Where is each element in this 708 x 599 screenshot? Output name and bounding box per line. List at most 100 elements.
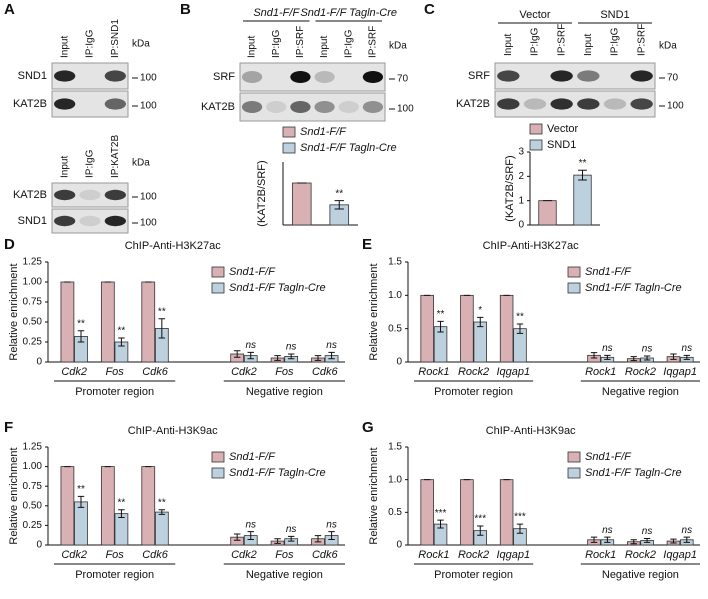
significance: ns [286,524,297,535]
band [577,70,600,82]
legend-label: Snd1-F/F Tagln-Cre [229,467,326,479]
significance: ** [118,326,126,337]
y-tick-label: 1.00 [23,277,43,288]
lane-label: Input [503,34,514,56]
bar [100,466,115,546]
y-axis-label: Relative enrichment [8,447,20,544]
x-tick-label: Fos [105,549,124,561]
group-label: Promoter region [434,386,513,398]
y-tick-label: 0 [36,357,42,368]
lane-label: IP:SRF [636,24,647,56]
legend-swatch [567,467,581,479]
y-tick-label: 3 [518,147,524,158]
band [54,98,76,110]
bar [154,511,169,546]
lane-label: Input [319,36,330,58]
error-bar [158,318,166,339]
x-tick-label: Cdk6 [142,366,169,378]
y-tick-label: 1.5 [388,257,402,268]
band [314,71,335,83]
y-tick-label: 0.5 [388,323,402,334]
row-label: KAT2B [456,98,490,110]
error-bar [287,353,295,360]
y-tick-label: 1 [518,195,524,206]
group-label: Promoter region [75,386,154,398]
x-tick-label: Iqgap1 [663,549,697,561]
size-marker: 70 [667,73,679,84]
error-bar [590,352,598,359]
bar [499,294,514,363]
legend-label: Snd1-F/F [229,266,276,278]
lane-label: IP:SND1 [110,19,121,58]
legend-label: Snd1-F/F [585,266,632,278]
significance: ns [326,519,337,530]
bar [473,321,488,363]
significance: * [478,305,482,316]
bar [74,501,88,546]
significance: ** [77,484,85,495]
error-bar [477,525,484,536]
significance: ** [158,306,166,317]
size-marker: 70 [397,74,409,85]
band [54,189,76,201]
band [630,98,653,110]
band [104,98,126,110]
error-bar [274,355,281,361]
legend-swatch [282,142,296,154]
chart-title: ChIP-Anti-H3K27ac [483,240,579,252]
group-label: Promoter region [75,569,154,581]
size-marker: 100 [140,73,157,84]
x-tick-label: Iqgap1 [496,366,530,378]
group-header: SND1 [600,9,629,21]
significance: ns [326,340,337,351]
lane-label: IP:IgG [85,29,96,58]
bar [291,182,312,226]
y-tick-label: 2 [518,171,524,182]
x-tick-label: Rock2 [625,366,656,378]
error-bar [516,523,524,534]
lane-label: IP:IgG [530,27,541,56]
x-tick-label: Rock1 [585,366,616,378]
x-tick-label: Cdk6 [312,549,339,561]
chart-title: ChIP-Anti-H3K9ac [128,425,218,437]
significance: *** [474,514,486,525]
lane-label: Input [59,156,70,178]
panel-letter: D [4,236,15,253]
size-marker: 100 [140,218,157,229]
panel-letter: C [424,1,435,18]
error-bar [77,330,85,343]
panel-letter: G [362,419,374,436]
x-tick-label: Iqgap1 [663,366,697,378]
legend-label: Snd1-F/F Tagln-Cre [585,282,682,294]
size-marker: 100 [140,101,157,112]
error-bar [670,353,677,360]
y-tick-label: 0.25 [23,520,43,531]
blot-strip [494,90,656,118]
y-tick-label: 0 [518,220,524,231]
error-bar [233,533,241,541]
blot-strip [239,92,386,122]
significance: ** [118,497,126,508]
error-bar [604,536,611,543]
legend-label: SND1 [547,139,576,151]
panel-letter: F [4,419,13,436]
row-label: KAT2B [13,189,47,201]
band [104,215,126,227]
error-bar [643,537,651,543]
lane-label: IP:IgG [610,27,621,56]
significance: ns [682,525,693,536]
y-tick-label: 0 [36,540,42,551]
band [79,189,101,201]
legend-swatch [529,139,543,151]
y-tick-label: 1.5 [388,442,402,453]
group-label: Promoter region [434,569,513,581]
error-bar [683,536,690,543]
band [497,98,520,110]
bar [460,294,474,363]
bar [573,174,592,226]
lane-label: IP:SRF [556,24,567,56]
significance: ns [245,519,256,530]
legend-swatch [567,266,581,278]
